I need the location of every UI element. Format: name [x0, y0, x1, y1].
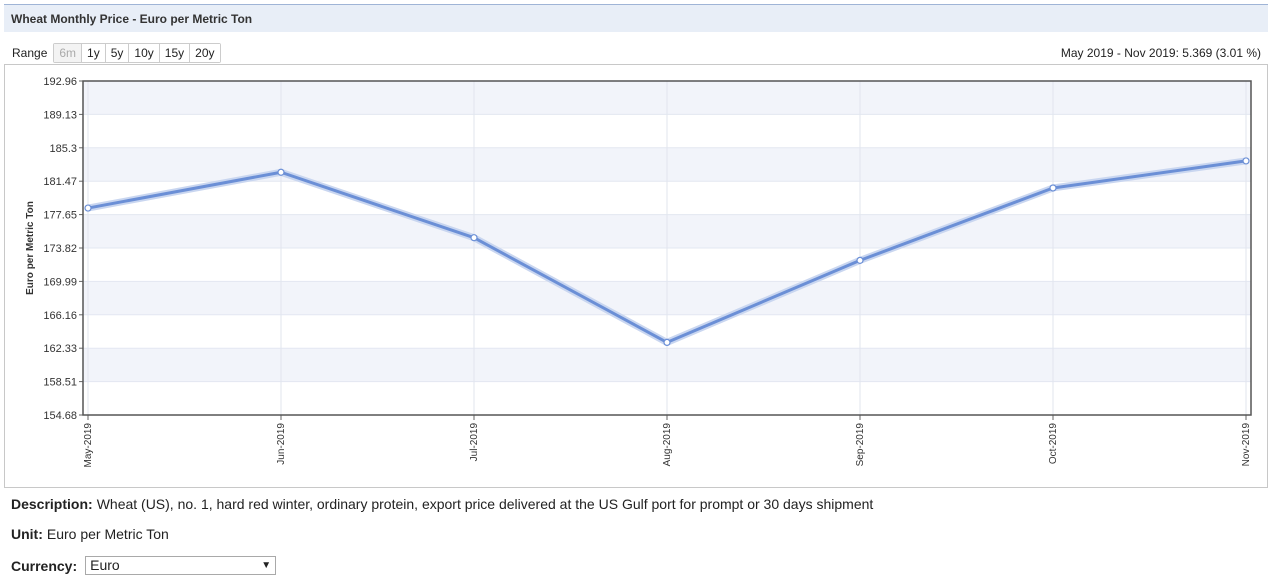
- description-row: Description: Wheat (US), no. 1, hard red …: [11, 496, 873, 512]
- range-button-20y[interactable]: 20y: [190, 44, 220, 62]
- data-point-Jul-2019: [470, 234, 478, 242]
- x-tick-label: May-2019: [83, 423, 94, 468]
- description-text: Wheat (US), no. 1, hard red winter, ordi…: [96, 496, 874, 512]
- range-label: Range: [12, 46, 48, 60]
- x-tick-label: Sep-2019: [855, 423, 866, 467]
- y-tick-label: 185.3: [49, 143, 77, 155]
- unit-row: Unit: Euro per Metric Ton: [11, 526, 169, 542]
- y-axis-label: Euro per Metric Ton: [25, 201, 36, 295]
- range-button-group: 6m 1y 5y 10y 15y 20y: [53, 43, 221, 63]
- y-tick-label: 166.16: [43, 310, 77, 322]
- range-button-1y[interactable]: 1y: [82, 44, 106, 62]
- data-point-Jun-2019: [277, 168, 285, 176]
- data-point-May-2019: [84, 204, 92, 212]
- unit-text: Euro per Metric Ton: [46, 526, 169, 542]
- data-point-Nov-2019: [1242, 157, 1250, 165]
- range-button-15y[interactable]: 15y: [159, 44, 191, 62]
- y-tick-label: 181.47: [43, 176, 77, 188]
- range-button-6m[interactable]: 6m: [54, 44, 83, 62]
- data-point-Aug-2019: [663, 338, 671, 347]
- y-tick-label: 192.96: [43, 76, 77, 88]
- chart-area: 192.96 189.13 185.3 181.47 177.65 173.82 169.9…: [4, 64, 1268, 488]
- x-tick-label: Oct-2019: [1048, 423, 1059, 465]
- chart-title-bar: Wheat Monthly Price - Euro per Metric To…: [4, 4, 1268, 32]
- range-selector: Range 6m 1y 5y 10y 15y 20y: [12, 43, 221, 63]
- y-tick-label: 162.33: [43, 343, 77, 355]
- description-label: Description:: [11, 496, 93, 512]
- dropdown-arrow-icon: ▼: [261, 560, 272, 571]
- line-chart: 192.96 189.13 185.3 181.47 177.65 173.82 169.9…: [25, 76, 1252, 468]
- chart-title: Wheat Monthly Price - Euro per Metric To…: [11, 12, 253, 26]
- x-tick-label: Jun-2019: [276, 423, 287, 465]
- currency-label: Currency:: [11, 557, 78, 574]
- data-point-Oct-2019: [1049, 184, 1057, 192]
- range-button-10y[interactable]: 10y: [129, 44, 160, 62]
- y-tick-label: 189.13: [43, 109, 77, 121]
- range-summary: May 2019 - Nov 2019: 5.369 (3.01 %): [1060, 46, 1261, 60]
- currency-selected-value: Euro: [90, 557, 120, 573]
- plot-border: [82, 80, 1252, 416]
- y-tick-label: 154.68: [43, 410, 77, 422]
- y-tick-label: 173.82: [43, 243, 77, 255]
- range-button-5y[interactable]: 5y: [105, 44, 130, 62]
- x-tick-label: Jul-2019: [469, 423, 480, 462]
- currency-row: Currency: Euro ▼: [11, 556, 277, 575]
- currency-select[interactable]: Euro ▼: [85, 556, 277, 575]
- y-tick-label: 177.65: [43, 210, 77, 222]
- y-tick-label: 158.51: [43, 377, 77, 389]
- x-tick-label: Nov-2019: [1241, 423, 1252, 467]
- unit-label: Unit:: [11, 526, 43, 542]
- y-tick-label: 169.99: [43, 276, 77, 288]
- x-tick-label: Aug-2019: [662, 423, 673, 467]
- data-point-Sep-2019: [856, 256, 864, 264]
